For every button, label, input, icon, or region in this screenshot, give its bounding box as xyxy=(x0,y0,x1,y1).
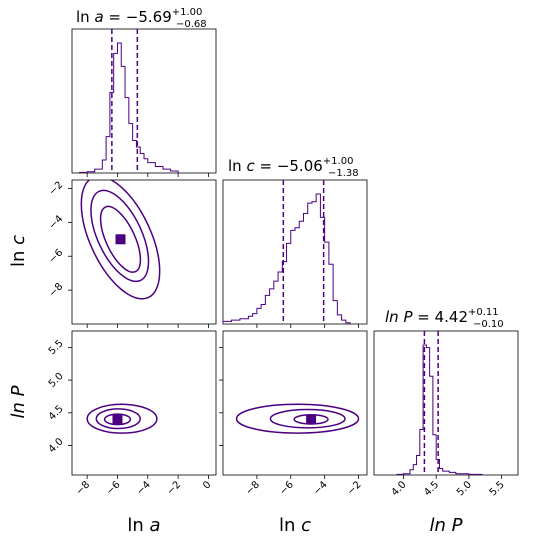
ytick-label-lnc-1: −6 xyxy=(47,247,65,265)
title-ln-P-minus: −0.10 xyxy=(473,319,504,330)
frame-lnc_lnP xyxy=(222,330,368,476)
xtick-label-lnc-3: −2 xyxy=(345,479,363,497)
contour-lna_lnc-level-2 xyxy=(80,180,161,300)
contour-panel-lna_lnP xyxy=(71,330,217,476)
xtick-label-lnc-1: −6 xyxy=(278,479,296,497)
xlabel-ln-P: ln P xyxy=(430,515,463,536)
contour-lnc_lnP-level-2 xyxy=(235,403,360,434)
ytick-label-lnP-2: 5.0 xyxy=(47,371,66,390)
title-ln-P: ln P = 4.42+0.11 −0.10 xyxy=(385,307,504,330)
density-peak-lna_lnP xyxy=(112,414,123,425)
title-ln-a-prefix: ln xyxy=(76,8,94,26)
title-ln-c: ln c = −5.06+1.00 −1.38 xyxy=(228,156,359,179)
frame-lna_lnc xyxy=(71,179,217,325)
ytick-label-lnc-0: −8 xyxy=(47,281,65,299)
ytick-label-lnc-2: −4 xyxy=(47,213,65,231)
title-ln-c-plus: +1.00 xyxy=(323,156,354,167)
contour-lna_lnc-level-1 xyxy=(90,189,150,283)
title-ln-a-median: −5.69 xyxy=(126,8,172,26)
xtick-label-lnc-2: −4 xyxy=(312,479,330,497)
title-ln-P-plus: +0.11 xyxy=(468,307,499,318)
hist-panel-lnc xyxy=(222,179,368,325)
density-peak-lna_lnc xyxy=(115,234,126,245)
ytick-label-lnc-3: −2 xyxy=(47,180,65,198)
contour-layers-lnc_lnP xyxy=(235,403,360,434)
xlabel-ln-a-var: a xyxy=(150,515,161,536)
xtick-label-lna-2: −4 xyxy=(135,479,153,497)
title-ln-c-median: −5.06 xyxy=(277,157,323,175)
hist-line-lnc xyxy=(222,193,351,324)
ylabel-ln-c-text: ln xyxy=(8,245,29,267)
title-ln-P-var: ln P xyxy=(385,308,413,326)
frame-hist-lna xyxy=(71,28,217,174)
xtick-label-lna-3: −2 xyxy=(165,479,183,497)
xtick-label-lnP-0: 4.0 xyxy=(390,479,409,498)
contour-lna_lnP-level-1 xyxy=(95,408,141,430)
frame-hist-lnc xyxy=(222,179,368,325)
xlabel-ln-a-text: ln xyxy=(127,515,149,536)
frame-lna_lnP xyxy=(71,330,217,476)
hist-panel-lnP xyxy=(373,330,519,476)
title-ln-a-minus: −0.68 xyxy=(176,19,207,30)
hist-line-lnP xyxy=(396,344,483,475)
title-ln-P-median: 4.42 xyxy=(435,308,468,326)
contour-lna_lnP-level-0 xyxy=(103,413,132,426)
contour-panel-lna_lnc xyxy=(71,179,217,325)
title-ln-a-var: a xyxy=(94,8,103,26)
xtick-label-lna-1: −6 xyxy=(104,479,122,497)
xtick-label-lnP-2: 5.0 xyxy=(455,479,474,498)
ylabel-ln-c: ln c xyxy=(8,235,29,267)
frame-hist-lnP xyxy=(373,330,519,476)
xtick-label-lna-0: −8 xyxy=(74,479,92,497)
density-peak-lnc_lnP xyxy=(306,414,317,425)
xlabel-ln-c: ln c xyxy=(279,515,311,536)
xtick-label-lnP-3: 5.5 xyxy=(488,479,507,498)
contour-lna_lnc-level-0 xyxy=(99,205,142,273)
hist-line-lna xyxy=(79,42,179,173)
ytick-label-lnP-0: 4.0 xyxy=(47,436,66,455)
title-ln-c-minus: −1.38 xyxy=(328,168,359,179)
ylabel-ln-P-var: ln P xyxy=(8,385,29,418)
ytick-label-lnP-1: 4.5 xyxy=(47,404,66,423)
contour-lnc_lnP-level-1 xyxy=(269,408,346,429)
contour-panel-lnc_lnP xyxy=(222,330,368,476)
xlabel-ln-c-var: c xyxy=(301,515,311,536)
plot-panels: 4.0 4.5 5.0 5.5 −8 −6 −4 −2 −8 −6 −4 −2 0 4.0 4.5 5.0 5.… xyxy=(47,28,519,498)
ylabel-ln-P: ln P xyxy=(8,385,29,418)
xtick-label-lnP-1: 4.5 xyxy=(422,479,441,498)
contour-layers-lna_lnP xyxy=(86,403,158,434)
contour-lna_lnP-level-2 xyxy=(86,403,158,434)
title-ln-c-prefix: ln xyxy=(228,157,246,175)
xtick-label-lnc-0: −8 xyxy=(244,479,262,497)
title-ln-a-plus: +1.00 xyxy=(172,7,203,18)
title-ln-c-var: c xyxy=(246,157,255,175)
xlabel-ln-c-text: ln xyxy=(279,515,301,536)
xtick-label-lna-4: 0 xyxy=(201,479,213,491)
ytick-label-lnP-3: 5.5 xyxy=(47,338,66,357)
xlabel-ln-a: ln a xyxy=(127,515,160,536)
xlabel-ln-P-var: ln P xyxy=(430,515,463,536)
ylabel-ln-c-var: c xyxy=(8,235,29,245)
contour-layers-lna_lnc xyxy=(80,180,161,300)
title-ln-a: ln a = −5.69+1.00 −0.68 xyxy=(76,7,207,30)
hist-panel-lna xyxy=(71,28,217,174)
